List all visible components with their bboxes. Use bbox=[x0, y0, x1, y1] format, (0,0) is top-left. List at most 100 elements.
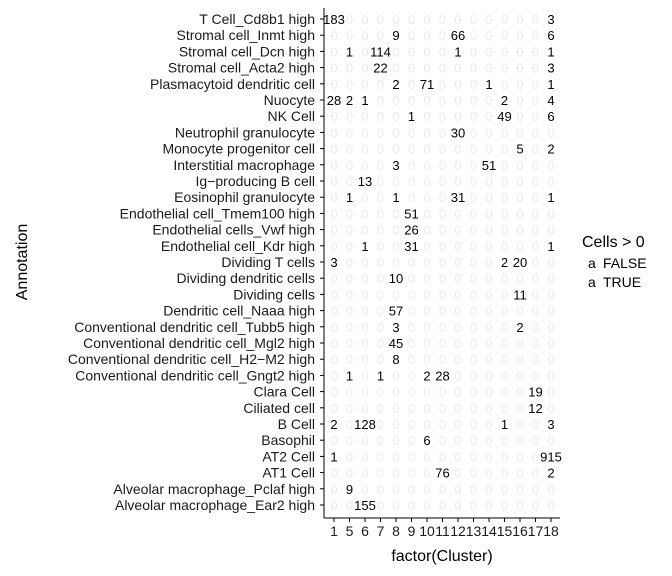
count-cell-zero: 0 bbox=[501, 190, 508, 205]
count-cell-zero: 0 bbox=[346, 449, 353, 464]
count-cell-zero: 0 bbox=[439, 336, 446, 351]
count-cell-zero: 0 bbox=[377, 174, 384, 189]
count-cell-positive: 1 bbox=[346, 368, 353, 383]
count-cell-zero: 0 bbox=[547, 320, 554, 335]
count-cell-positive: 4 bbox=[547, 93, 554, 108]
count-cell-zero: 0 bbox=[423, 255, 430, 270]
count-cell-positive: 28 bbox=[435, 368, 449, 383]
count-cell-zero: 0 bbox=[346, 77, 353, 92]
count-cell-zero: 0 bbox=[501, 401, 508, 416]
count-cell-zero: 0 bbox=[501, 77, 508, 92]
count-cell-zero: 0 bbox=[439, 482, 446, 497]
count-cell-zero: 0 bbox=[346, 125, 353, 140]
count-cell-zero: 0 bbox=[485, 287, 492, 302]
count-cell-zero: 0 bbox=[485, 449, 492, 464]
count-cell-zero: 0 bbox=[516, 466, 523, 481]
x-tick-label: 6 bbox=[361, 523, 369, 539]
count-cell-zero: 0 bbox=[439, 109, 446, 124]
count-cell-zero: 0 bbox=[485, 482, 492, 497]
count-cell-zero: 0 bbox=[423, 352, 430, 367]
count-cell-zero: 0 bbox=[439, 239, 446, 254]
count-cell-zero: 0 bbox=[377, 336, 384, 351]
count-cell-positive: 22 bbox=[373, 61, 387, 76]
count-cell-zero: 0 bbox=[485, 466, 492, 481]
count-cell-zero: 0 bbox=[547, 223, 554, 238]
count-cell-positive: 49 bbox=[497, 109, 511, 124]
count-cell-zero: 0 bbox=[439, 206, 446, 221]
count-cell-zero: 0 bbox=[377, 482, 384, 497]
count-cell-zero: 0 bbox=[377, 239, 384, 254]
count-cell-zero: 0 bbox=[377, 401, 384, 416]
count-cell-zero: 0 bbox=[501, 304, 508, 319]
count-cell-positive: 1 bbox=[330, 449, 337, 464]
count-cell-zero: 0 bbox=[470, 271, 477, 286]
count-cell-zero: 0 bbox=[516, 449, 523, 464]
annotation-label: Endothelial cell_Tmem100 high bbox=[120, 205, 315, 221]
count-cell-zero: 0 bbox=[532, 255, 539, 270]
annotation-label: Alveolar macrophage_Ear2 high bbox=[115, 497, 315, 513]
count-cell-zero: 0 bbox=[392, 482, 399, 497]
count-cell-zero: 0 bbox=[346, 174, 353, 189]
count-cell-zero: 0 bbox=[485, 304, 492, 319]
count-cell-zero: 0 bbox=[439, 223, 446, 238]
count-cell-zero: 0 bbox=[516, 28, 523, 43]
count-cell-positive: 155 bbox=[354, 498, 376, 513]
x-tick-label: 15 bbox=[497, 523, 513, 539]
count-cell-zero: 0 bbox=[470, 12, 477, 27]
count-cell-zero: 0 bbox=[392, 417, 399, 432]
legend: Cells > 0 a FALSE a TRUE bbox=[582, 234, 647, 290]
count-cell-zero: 0 bbox=[346, 498, 353, 513]
count-cell-zero: 0 bbox=[501, 466, 508, 481]
count-cell-zero: 0 bbox=[330, 206, 337, 221]
count-cell-zero: 0 bbox=[346, 61, 353, 76]
count-cell-zero: 0 bbox=[516, 12, 523, 27]
count-cell-positive: 2 bbox=[516, 320, 523, 335]
x-tick-label: 14 bbox=[481, 523, 497, 539]
count-cell-positive: 1 bbox=[408, 109, 415, 124]
count-cell-positive: 1 bbox=[346, 190, 353, 205]
annotation-label: Ciliated cell bbox=[243, 400, 315, 416]
legend-glyph-false: a bbox=[588, 255, 596, 271]
count-cell-zero: 0 bbox=[485, 239, 492, 254]
count-cell-positive: 45 bbox=[389, 336, 403, 351]
count-cell-zero: 0 bbox=[377, 93, 384, 108]
count-cell-zero: 0 bbox=[532, 433, 539, 448]
count-cell-zero: 0 bbox=[501, 498, 508, 513]
count-cell-zero: 0 bbox=[485, 320, 492, 335]
count-cell-zero: 0 bbox=[330, 368, 337, 383]
annotation-label: Conventional dendritic cell_Mgl2 high bbox=[83, 335, 315, 351]
count-cell-positive: 1 bbox=[454, 44, 461, 59]
count-cell-zero: 0 bbox=[408, 368, 415, 383]
count-cell-zero: 0 bbox=[470, 466, 477, 481]
count-cell-zero: 0 bbox=[485, 336, 492, 351]
count-cell-zero: 0 bbox=[532, 44, 539, 59]
annotation-label: Neutrophil granulocyte bbox=[175, 124, 315, 140]
count-cell-positive: 3 bbox=[547, 12, 554, 27]
count-cell-zero: 0 bbox=[516, 206, 523, 221]
annotation-label: Endothelial cells_Vwf high bbox=[152, 222, 315, 238]
count-cell-zero: 0 bbox=[346, 385, 353, 400]
count-cell-zero: 0 bbox=[346, 28, 353, 43]
count-cell-positive: 9 bbox=[346, 482, 353, 497]
count-cell-zero: 0 bbox=[454, 206, 461, 221]
count-cell-zero: 0 bbox=[392, 255, 399, 270]
x-ticks bbox=[333, 518, 552, 522]
legend-label-true: TRUE bbox=[603, 274, 641, 290]
count-cell-positive: 2 bbox=[501, 93, 508, 108]
annotation-label: Stromal cell_Inmt high bbox=[176, 27, 315, 43]
count-cell-zero: 0 bbox=[532, 482, 539, 497]
annotation-label: T Cell_Cd8b1 high bbox=[199, 11, 315, 27]
count-cell-zero: 0 bbox=[361, 61, 368, 76]
count-cell-zero: 0 bbox=[470, 28, 477, 43]
count-cell-zero: 0 bbox=[547, 125, 554, 140]
count-cell-positive: 1 bbox=[392, 190, 399, 205]
count-cell-zero: 0 bbox=[377, 190, 384, 205]
count-cell-zero: 0 bbox=[547, 352, 554, 367]
count-cell-zero: 0 bbox=[377, 352, 384, 367]
y-axis-title: Annotation bbox=[14, 224, 31, 301]
count-cell-zero: 0 bbox=[330, 433, 337, 448]
count-cell-zero: 0 bbox=[439, 61, 446, 76]
count-cell-zero: 0 bbox=[423, 417, 430, 432]
count-cell-zero: 0 bbox=[392, 449, 399, 464]
